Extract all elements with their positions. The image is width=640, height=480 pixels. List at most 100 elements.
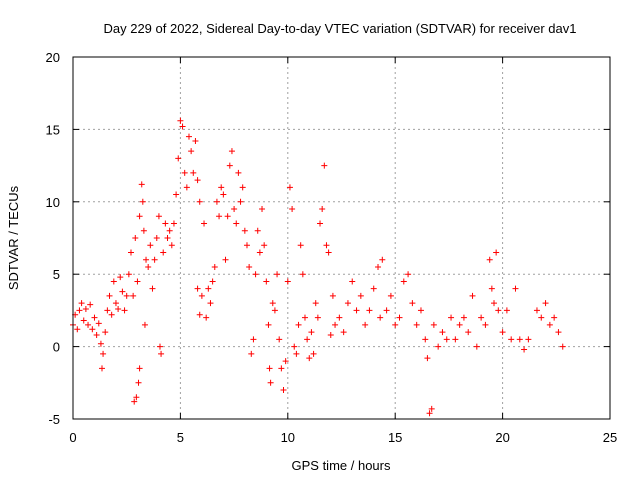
data-point: [508, 336, 515, 343]
data-point: [250, 336, 257, 343]
data-point: [516, 336, 523, 343]
data-point: [460, 314, 467, 321]
data-point: [349, 278, 356, 285]
data-point: [555, 329, 562, 336]
axis-ticks: [72, 56, 611, 420]
data-point: [542, 300, 549, 307]
data-point: [143, 256, 150, 263]
data-point: [473, 343, 480, 350]
data-point: [228, 148, 235, 155]
y-tick-label: 5: [53, 267, 60, 282]
data-point: [170, 220, 177, 227]
data-point: [141, 321, 148, 328]
data-point: [220, 191, 227, 198]
data-point: [276, 336, 283, 343]
data-point: [153, 235, 160, 241]
x-axis-label: GPS time / hours: [292, 458, 391, 473]
data-point: [533, 307, 540, 314]
data-point: [80, 317, 87, 324]
data-point: [243, 242, 250, 249]
data-point: [282, 358, 289, 365]
data-point: [91, 314, 98, 321]
data-point: [121, 307, 128, 314]
data-point: [317, 220, 324, 227]
data-point: [168, 242, 175, 249]
data-point: [183, 184, 190, 191]
data-point: [469, 292, 476, 299]
data-point: [417, 307, 424, 314]
data-point: [110, 278, 117, 285]
data-point: [133, 394, 140, 401]
data-point: [155, 213, 162, 220]
data-point: [452, 336, 459, 343]
series-sdtvar: [70, 117, 566, 417]
data-point: [95, 320, 102, 327]
data-point: [233, 220, 240, 227]
data-point: [325, 249, 332, 256]
data-point: [271, 307, 278, 314]
data-point: [312, 300, 319, 307]
data-point: [108, 311, 115, 318]
data-point: [405, 271, 412, 278]
data-point: [239, 184, 246, 191]
data-point: [254, 227, 261, 234]
data-point: [256, 249, 263, 256]
data-point: [192, 137, 199, 144]
data-point: [74, 326, 81, 333]
data-point: [209, 278, 216, 285]
data-point: [426, 410, 433, 417]
x-tick-label: 20: [495, 430, 509, 445]
data-point: [196, 311, 203, 318]
data-point: [76, 307, 83, 314]
data-point: [235, 169, 242, 176]
data-point: [125, 271, 132, 278]
data-point: [392, 321, 399, 328]
data-point: [297, 242, 304, 249]
data-point: [482, 321, 489, 328]
data-point: [130, 292, 137, 299]
data-point: [396, 314, 403, 321]
data-point: [308, 329, 315, 336]
data-point: [93, 332, 100, 339]
data-point: [82, 305, 89, 312]
data-point: [222, 256, 229, 263]
data-point: [139, 198, 146, 205]
data-point: [203, 314, 210, 321]
data-point: [370, 285, 377, 292]
data-point: [323, 242, 330, 249]
data-point: [306, 355, 313, 362]
data-point: [231, 206, 238, 213]
data-point: [310, 350, 317, 357]
data-point: [267, 379, 274, 386]
data-point: [138, 181, 145, 188]
data-point: [430, 321, 437, 328]
data-point: [162, 220, 169, 227]
data-point: [448, 314, 455, 321]
chart-title: Day 229 of 2022, Sidereal Day-to-day VTE…: [103, 21, 576, 36]
data-point: [177, 117, 184, 124]
y-tick-label: 10: [46, 195, 60, 210]
data-point: [314, 314, 321, 321]
data-point: [156, 343, 163, 350]
data-point: [321, 162, 328, 169]
data-point: [304, 336, 311, 343]
data-point: [246, 263, 253, 270]
data-point: [525, 336, 532, 343]
data-point: [252, 271, 259, 278]
data-point: [259, 206, 266, 213]
data-point: [173, 191, 180, 198]
data-point: [201, 220, 208, 227]
data-point: [499, 329, 506, 336]
data-point: [181, 169, 188, 176]
data-point: [266, 365, 273, 372]
data-point: [127, 249, 134, 256]
data-point: [409, 300, 416, 307]
data-point: [119, 288, 126, 295]
x-tick-label: 25: [603, 430, 617, 445]
y-tick-label: 0: [53, 340, 60, 355]
data-point: [194, 177, 201, 184]
data-point: [226, 162, 233, 169]
data-point: [456, 321, 463, 328]
data-point: [149, 285, 156, 292]
